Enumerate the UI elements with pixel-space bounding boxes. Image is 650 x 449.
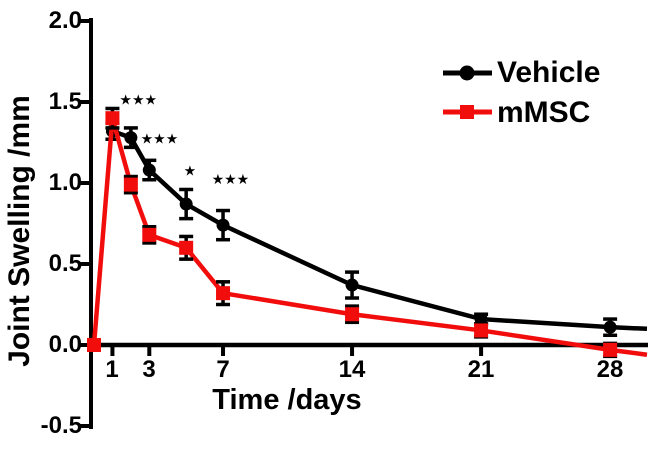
data-point-mmsc: [345, 307, 360, 322]
legend-marker-circle-icon: [459, 65, 475, 81]
y-axis-title: Joint Swelling /mm: [3, 95, 36, 367]
x-tick-label: 28: [596, 356, 624, 383]
y-tick-label: 0.5: [48, 250, 82, 277]
y-tick-label: 0.0: [48, 331, 82, 358]
x-tick-label: 3: [142, 356, 156, 383]
data-point-mmsc: [123, 177, 138, 192]
data-point-mmsc: [142, 227, 157, 242]
legend-label-vehicle: Vehicle: [497, 56, 601, 89]
data-point-vehicle: [345, 278, 359, 292]
series-line-mmsc: [91, 117, 648, 357]
x-tick-label: 14: [338, 356, 366, 383]
data-point-vehicle: [603, 320, 617, 334]
significance-stars: ★★★: [141, 131, 179, 147]
x-tick-label: 7: [216, 356, 230, 383]
y-tick-label: 1.5: [48, 88, 82, 115]
legend-marker-square-icon: [460, 105, 474, 119]
series-line-vehicle: [111, 129, 648, 332]
x-tick-label: 21: [467, 356, 495, 383]
data-point-vehicle: [179, 197, 193, 211]
data-point-mmsc: [179, 240, 194, 255]
data-point-mmsc: [87, 338, 101, 352]
data-point-vehicle: [216, 218, 230, 232]
data-point-mmsc: [603, 342, 618, 357]
data-point-vehicle: [142, 163, 156, 177]
y-tick-label: 1.0: [48, 169, 82, 196]
significance-stars: ★★★: [119, 92, 157, 108]
legend-label-mmsc: mMSC: [497, 96, 591, 129]
x-axis-title: Time /days: [212, 384, 362, 416]
data-point-mmsc: [216, 286, 231, 301]
data-point-mmsc: [474, 323, 489, 338]
y-tick-label: -0.5: [40, 412, 82, 439]
data-point-mmsc: [105, 111, 120, 126]
x-tick-label: 1: [105, 356, 119, 383]
data-point-vehicle: [124, 131, 138, 145]
significance-stars: ★: [184, 164, 197, 180]
y-tick-label: 2.0: [48, 7, 82, 34]
significance-stars: ★★★: [212, 172, 250, 188]
